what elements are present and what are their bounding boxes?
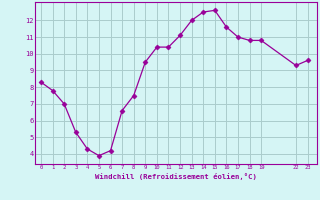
X-axis label: Windchill (Refroidissement éolien,°C): Windchill (Refroidissement éolien,°C): [95, 173, 257, 180]
